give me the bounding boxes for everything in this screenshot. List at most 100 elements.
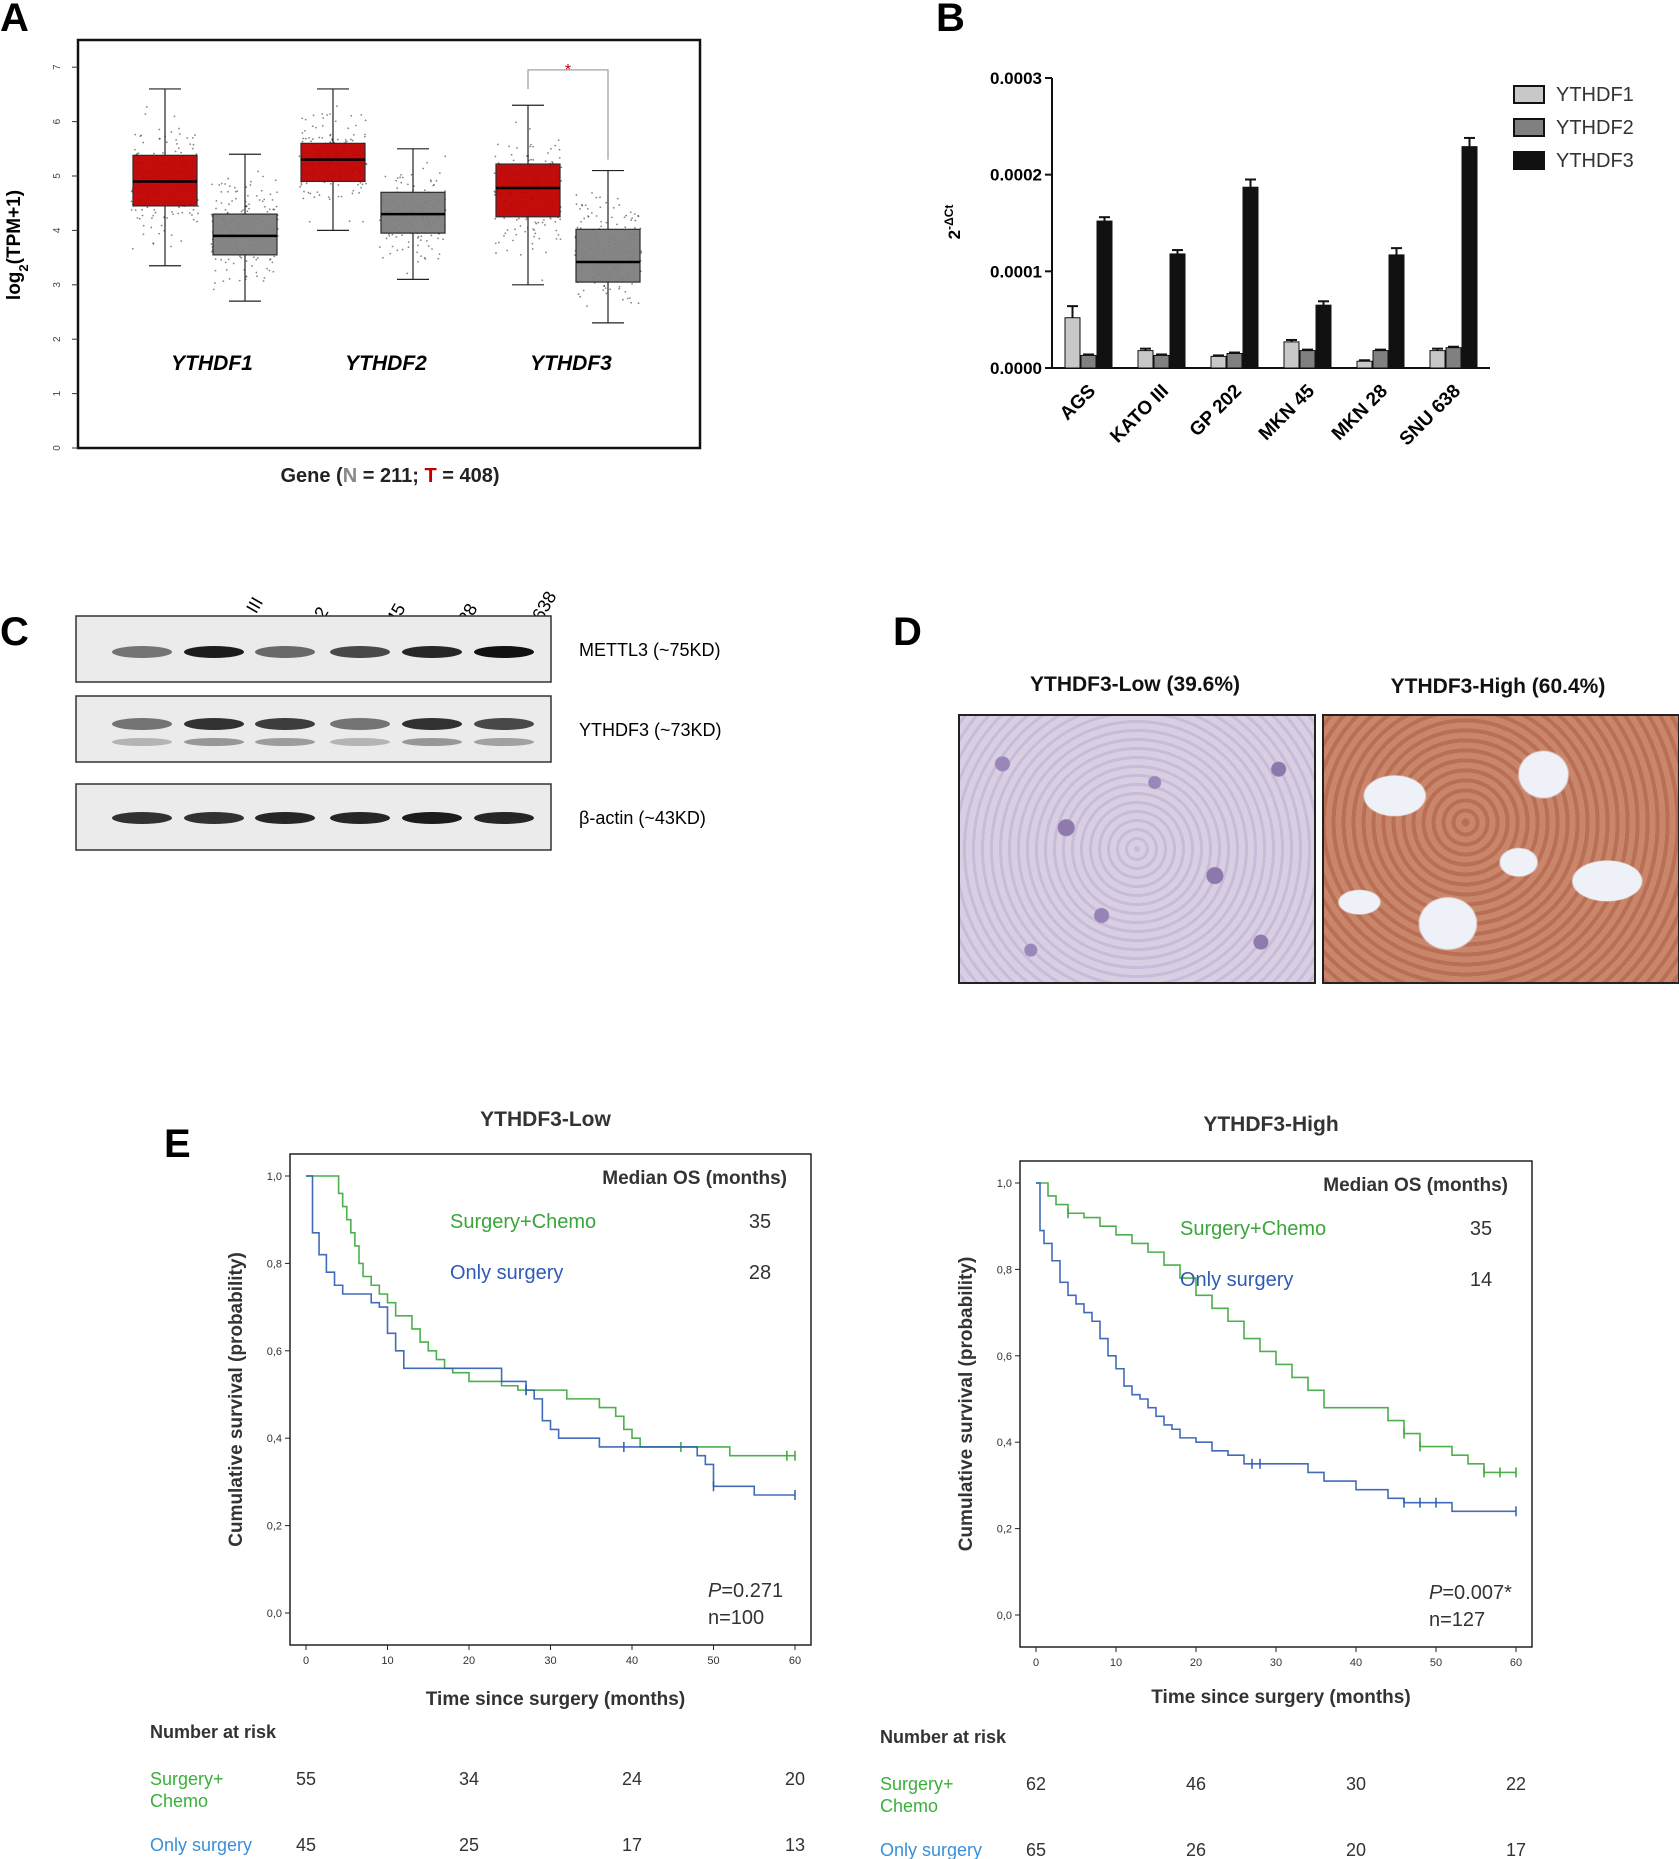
data-point: [192, 218, 195, 221]
data-point: [309, 192, 312, 195]
data-point: [604, 287, 607, 290]
data-point: [612, 206, 615, 209]
data-point: [618, 285, 621, 288]
data-point: [150, 226, 153, 229]
category-label: KATO III: [1106, 381, 1173, 448]
bar-ythdf1: [1356, 360, 1373, 369]
bar-ythdf3: [1461, 146, 1478, 369]
data-point: [228, 278, 231, 280]
data-point: [444, 190, 446, 193]
data-point: [181, 211, 184, 214]
y-tick-label: 0,4: [997, 1437, 1012, 1449]
bar-ythdf1: [1210, 355, 1227, 369]
bar-ythdf3: [1242, 186, 1259, 369]
data-point: [426, 240, 428, 242]
data-point: [322, 117, 325, 119]
data-point: [351, 192, 354, 195]
legend-title: Median OS (months): [1323, 1175, 1508, 1196]
data-point: [417, 244, 419, 247]
x-tick-label: 0: [303, 1655, 309, 1667]
data-point: [158, 138, 161, 140]
data-point: [240, 210, 243, 213]
data-point: [195, 153, 198, 155]
data-point: [272, 208, 275, 211]
data-point: [301, 140, 304, 143]
data-point: [238, 279, 241, 282]
data-point: [176, 143, 178, 145]
data-point: [545, 251, 547, 254]
data-point: [417, 260, 419, 263]
data-point: [300, 182, 303, 184]
data-point: [621, 298, 624, 301]
data-point: [503, 217, 506, 219]
data-point: [245, 186, 248, 189]
data-point: [401, 248, 404, 251]
data-point: [224, 183, 226, 185]
data-point: [318, 136, 321, 139]
legend-swatch: [1513, 118, 1545, 137]
data-point: [576, 226, 579, 229]
y-tick-label: 0: [52, 445, 63, 451]
data-point: [214, 269, 217, 272]
box-normal: [575, 228, 641, 283]
data-point: [537, 221, 540, 224]
data-point: [416, 251, 419, 254]
legend-label: YTHDF2: [1556, 117, 1634, 139]
risk-row-label: Chemo: [150, 1791, 208, 1811]
data-point: [442, 238, 445, 241]
data-point: [261, 200, 264, 203]
survival-curve-chemo: [306, 1175, 795, 1457]
significance-star: *: [565, 62, 571, 79]
y-tick-label: 0.0002: [990, 166, 1042, 185]
data-point: [579, 227, 582, 230]
data-point: [530, 158, 532, 161]
data-point: [532, 145, 534, 148]
data-point: [600, 220, 603, 223]
data-point: [634, 226, 636, 229]
y-axis-label: 2-ΔCt: [942, 205, 964, 240]
data-point: [214, 258, 217, 260]
y-tick-label: 0,0: [997, 1610, 1012, 1622]
blot-band: [255, 812, 315, 824]
data-point: [605, 201, 608, 204]
data-point: [630, 301, 633, 304]
data-point: [575, 203, 578, 206]
x-tick-label: 60: [789, 1655, 801, 1667]
data-point: [220, 182, 223, 185]
data-point: [210, 213, 213, 216]
data-point: [172, 213, 174, 216]
box-tumor: [495, 163, 561, 218]
data-point: [533, 229, 536, 232]
risk-value: 46: [1186, 1774, 1206, 1794]
data-point: [308, 220, 311, 223]
data-point: [340, 195, 343, 198]
data-point: [248, 207, 250, 210]
data-point: [435, 179, 438, 182]
data-point: [158, 232, 161, 235]
data-point: [378, 246, 381, 248]
data-point: [192, 208, 195, 211]
category-label: MKN 45: [1255, 380, 1319, 444]
data-point: [494, 242, 497, 245]
blot-band: [112, 738, 172, 746]
data-point: [170, 131, 173, 133]
data-point: [186, 136, 189, 139]
risk-value: 20: [785, 1769, 805, 1789]
data-point: [256, 257, 259, 259]
data-point: [211, 183, 213, 186]
bar-ythdf3: [1315, 304, 1332, 369]
data-point: [497, 143, 499, 146]
data-point: [178, 133, 181, 136]
data-point: [227, 258, 230, 261]
y-tick-label: 0,0: [267, 1608, 282, 1620]
p-value: P=0.007*: [1429, 1582, 1512, 1604]
blot-band: [402, 646, 462, 658]
data-point: [213, 282, 216, 284]
data-point: [555, 229, 558, 232]
blot-band: [184, 812, 244, 824]
data-point: [305, 182, 308, 185]
km-plot-low: YTHDF3-Low 0,0 0,2 0,4 0,6 0,8 1,0 0 10 20 30 40 50 6…: [150, 1108, 812, 1855]
data-point: [315, 126, 317, 129]
gene-label: YTHDF2: [345, 352, 427, 375]
x-tick-label: 20: [463, 1655, 475, 1667]
